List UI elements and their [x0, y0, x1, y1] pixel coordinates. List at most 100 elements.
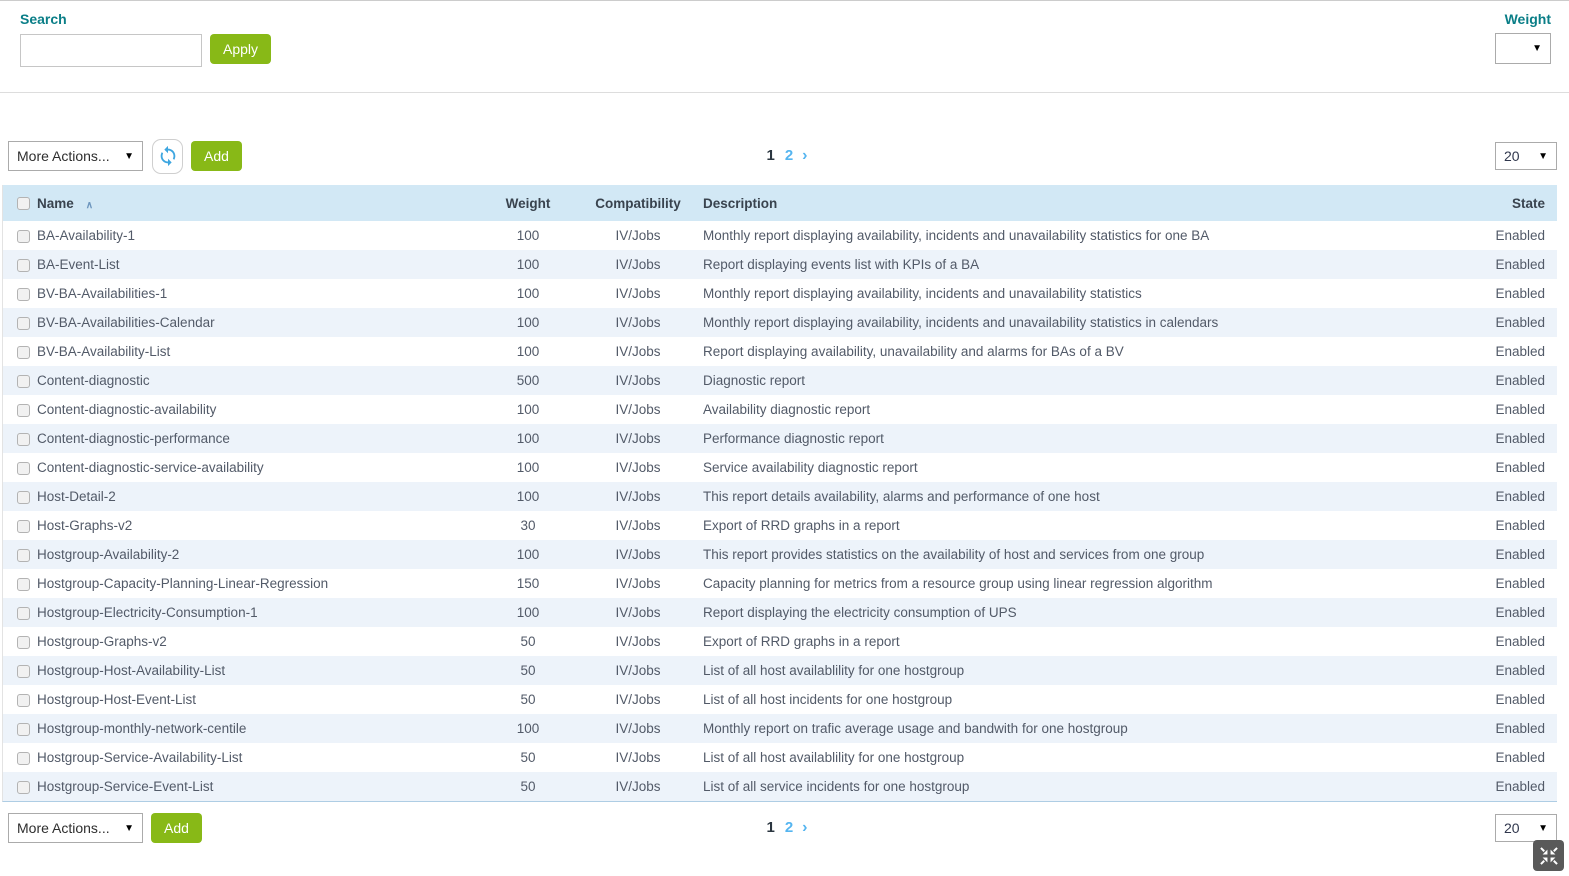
table-row: Hostgroup-Service-Availability-List 50 I… — [3, 743, 1557, 772]
row-checkbox[interactable] — [17, 490, 30, 504]
page-size-select-bottom[interactable]: 20 ▼ — [1495, 814, 1557, 842]
row-checkbox[interactable] — [17, 635, 30, 649]
table-row: Content-diagnostic-performance 100 IV/Jo… — [3, 424, 1557, 453]
template-state: Enabled — [1495, 460, 1545, 475]
template-name-link[interactable]: BA-Event-List — [37, 257, 120, 272]
row-checkbox[interactable] — [17, 577, 30, 591]
row-checkbox[interactable] — [17, 751, 30, 765]
template-name-link[interactable]: Hostgroup-Electricity-Consumption-1 — [37, 605, 258, 620]
template-name-link[interactable]: Hostgroup-Graphs-v2 — [37, 634, 167, 649]
template-state: Enabled — [1495, 257, 1545, 272]
template-state: Enabled — [1495, 750, 1545, 765]
add-button-top[interactable]: Add — [191, 141, 242, 171]
next-page-icon[interactable]: › — [802, 147, 808, 164]
row-checkbox[interactable] — [17, 403, 30, 417]
row-checkbox[interactable] — [17, 229, 30, 243]
row-checkbox[interactable] — [17, 374, 30, 388]
template-name-link[interactable]: Content-diagnostic-availability — [37, 402, 217, 417]
column-header-state[interactable]: State — [1437, 185, 1557, 221]
collapse-button[interactable] — [1533, 840, 1564, 871]
template-weight: 50 — [520, 750, 536, 765]
template-weight: 100 — [516, 286, 540, 301]
template-compatibility: IV/Jobs — [615, 489, 661, 504]
more-actions-select-top[interactable]: More Actions... ▼ — [8, 141, 143, 171]
row-checkbox[interactable] — [17, 258, 30, 272]
template-state: Enabled — [1495, 373, 1545, 388]
next-page-icon[interactable]: › — [802, 819, 808, 836]
template-compatibility: IV/Jobs — [615, 721, 661, 736]
template-description: Service availability diagnostic report — [703, 460, 918, 475]
table-row: BV-BA-Availabilities-1 100 IV/Jobs Month… — [3, 279, 1557, 308]
weight-filter-select[interactable]: ▼ — [1495, 33, 1551, 64]
filter-panel: Search Apply Weight ▼ — [0, 0, 1569, 93]
row-checkbox[interactable] — [17, 722, 30, 736]
template-name-link[interactable]: Hostgroup-Service-Event-List — [37, 779, 214, 794]
row-checkbox[interactable] — [17, 693, 30, 707]
row-checkbox[interactable] — [17, 316, 30, 330]
template-state: Enabled — [1495, 576, 1545, 591]
row-checkbox[interactable] — [17, 519, 30, 533]
column-header-compatibility[interactable]: Compatibility — [573, 185, 703, 221]
template-name-link[interactable]: Hostgroup-Capacity-Planning-Linear-Regre… — [37, 576, 329, 591]
page-2-link[interactable]: 2 — [784, 819, 794, 836]
template-name-link[interactable]: Content-diagnostic-service-availability — [37, 460, 264, 475]
table-row: BV-BA-Availability-List 100 IV/Jobs Repo… — [3, 337, 1557, 366]
template-name-link[interactable]: Content-diagnostic-performance — [37, 431, 230, 446]
template-compatibility: IV/Jobs — [615, 228, 661, 243]
row-checkbox[interactable] — [17, 287, 30, 301]
row-checkbox[interactable] — [17, 664, 30, 678]
more-actions-select-bottom[interactable]: More Actions... ▼ — [8, 813, 143, 843]
collapse-arrows-icon — [1539, 846, 1558, 865]
row-checkbox[interactable] — [17, 461, 30, 475]
template-name-link[interactable]: Content-diagnostic — [37, 373, 150, 388]
template-name-link[interactable]: BV-BA-Availabilities-Calendar — [37, 315, 215, 330]
row-checkbox[interactable] — [17, 432, 30, 446]
template-name-link[interactable]: Host-Graphs-v2 — [37, 518, 133, 533]
template-name-link[interactable]: Hostgroup-Host-Event-List — [37, 692, 197, 707]
template-description: This report details availability, alarms… — [703, 489, 1100, 504]
table-row: Host-Graphs-v2 30 IV/Jobs Export of RRD … — [3, 511, 1557, 540]
template-name-link[interactable]: BV-BA-Availabilities-1 — [37, 286, 168, 301]
add-button-bottom[interactable]: Add — [151, 813, 202, 843]
template-name-link[interactable]: Hostgroup-monthly-network-centile — [37, 721, 247, 736]
page-current: 1 — [766, 819, 775, 836]
row-checkbox[interactable] — [17, 548, 30, 562]
template-state: Enabled — [1495, 228, 1545, 243]
search-input[interactable] — [20, 34, 202, 67]
template-compatibility: IV/Jobs — [615, 634, 661, 649]
template-weight: 50 — [520, 779, 536, 794]
column-header-weight[interactable]: Weight — [483, 185, 573, 221]
template-compatibility: IV/Jobs — [615, 576, 661, 591]
template-name-link[interactable]: BA-Availability-1 — [37, 228, 136, 243]
template-weight: 150 — [516, 576, 540, 591]
template-name-link[interactable]: BV-BA-Availability-List — [37, 344, 171, 359]
table-row: Hostgroup-Capacity-Planning-Linear-Regre… — [3, 569, 1557, 598]
page-size-select-top[interactable]: 20 ▼ — [1495, 142, 1557, 170]
row-checkbox[interactable] — [17, 780, 30, 794]
template-description: Report displaying availability, unavaila… — [703, 344, 1124, 359]
page-2-link[interactable]: 2 — [784, 147, 794, 164]
template-weight: 100 — [516, 431, 540, 446]
template-name-link[interactable]: Hostgroup-Availability-2 — [37, 547, 180, 562]
column-header-name[interactable]: Name ∧ — [37, 185, 483, 221]
template-state: Enabled — [1495, 721, 1545, 736]
apply-button[interactable]: Apply — [210, 34, 272, 64]
template-description: Performance diagnostic report — [703, 431, 884, 446]
chevron-down-icon: ▼ — [1538, 150, 1548, 162]
template-name-link[interactable]: Hostgroup-Host-Availability-List — [37, 663, 226, 678]
refresh-icon — [160, 145, 175, 167]
refresh-button[interactable] — [152, 138, 183, 174]
column-header-description[interactable]: Description — [703, 185, 1437, 221]
select-all-checkbox[interactable] — [17, 197, 30, 211]
table-row: Hostgroup-Graphs-v2 50 IV/Jobs Export of… — [3, 627, 1557, 656]
template-description: Capacity planning for metrics from a res… — [703, 576, 1213, 591]
template-name-link[interactable]: Host-Detail-2 — [37, 489, 116, 504]
template-compatibility: IV/Jobs — [615, 315, 661, 330]
row-checkbox[interactable] — [17, 606, 30, 620]
search-section: Search Apply — [20, 11, 272, 92]
chevron-down-icon: ▼ — [1532, 43, 1542, 54]
template-name-link[interactable]: Hostgroup-Service-Availability-List — [37, 750, 243, 765]
row-checkbox[interactable] — [17, 345, 30, 359]
template-compatibility: IV/Jobs — [615, 518, 661, 533]
more-actions-label: More Actions... — [17, 148, 110, 164]
